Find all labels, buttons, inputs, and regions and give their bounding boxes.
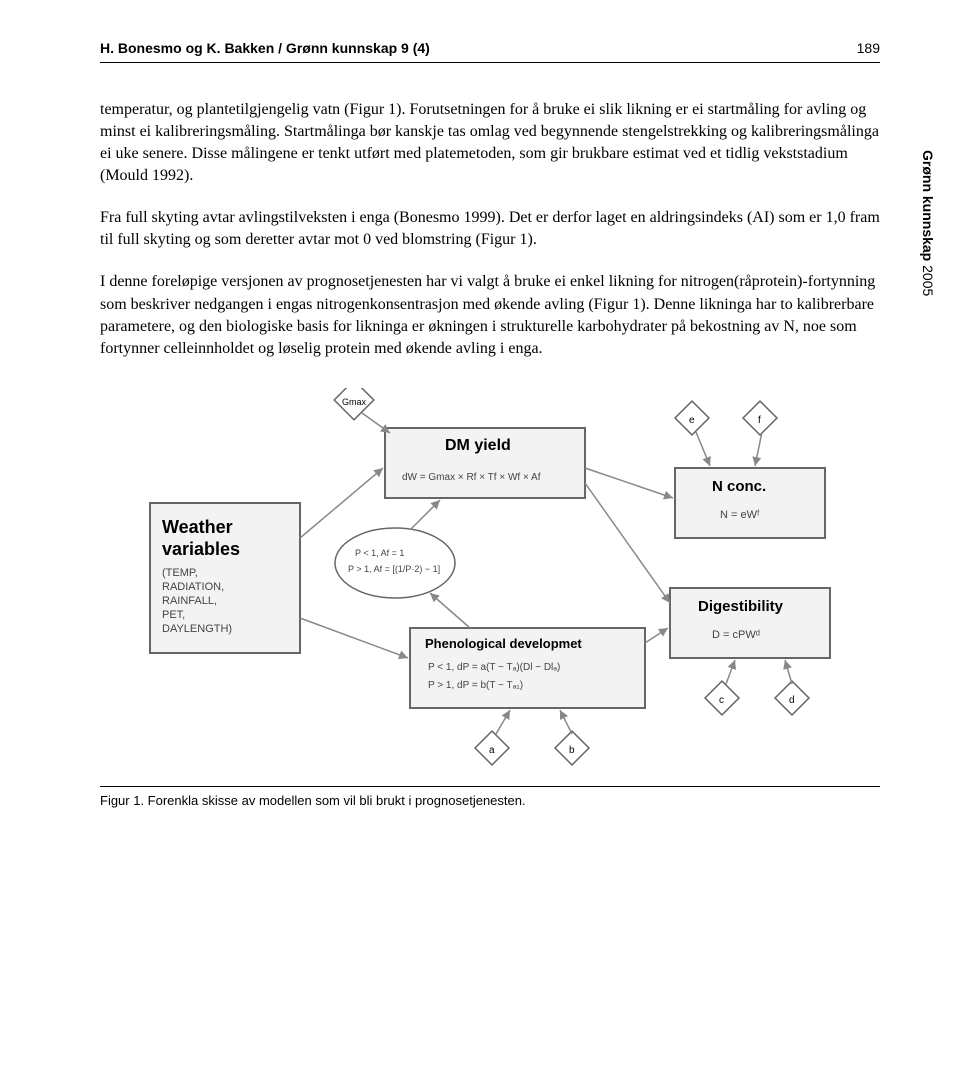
diamond-f-label: f bbox=[758, 415, 761, 426]
digest-title: Digestibility bbox=[698, 598, 784, 615]
dm-yield-title: DM yield bbox=[445, 437, 511, 454]
diamond-d: d bbox=[775, 681, 809, 715]
diamond-e-label: e bbox=[689, 415, 695, 426]
arrow-d-digest bbox=[785, 660, 792, 684]
nconc-eq: N = eWᶠ bbox=[720, 509, 760, 521]
model-diagram: Weather variables (TEMP, RADIATION, RAIN… bbox=[140, 388, 840, 768]
diamond-c: c bbox=[705, 681, 739, 715]
side-label-year: 2005 bbox=[920, 261, 936, 296]
pheno-title: Phenological developmet bbox=[425, 636, 582, 651]
nconc-title: N conc. bbox=[712, 478, 766, 495]
side-margin-label: Grønn kunnskap 2005 bbox=[920, 150, 936, 296]
figure-caption: Figur 1. Forenkla skisse av modellen som… bbox=[100, 786, 880, 808]
side-label-bold: Grønn kunnskap bbox=[920, 150, 936, 261]
diamond-a-label: a bbox=[489, 745, 495, 756]
paragraph-1: temperatur, og plantetilgjengelig vatn (… bbox=[100, 99, 880, 187]
page-number: 189 bbox=[857, 40, 880, 56]
arrow-weather-dm bbox=[300, 468, 383, 538]
pheno-eq1: P < 1, dP = a(T − Tₐ)(Dl − Dlₐ) bbox=[428, 662, 560, 673]
diamond-b-label: b bbox=[569, 745, 575, 756]
pheno-eq2: P > 1, dP = b(T − Tₐ₁) bbox=[428, 680, 523, 691]
ai-line1: P < 1, Af = 1 bbox=[355, 548, 404, 558]
weather-sub-3: RAINFALL, bbox=[162, 595, 217, 607]
paragraph-3: I denne foreløpige versjonen av prognose… bbox=[100, 271, 880, 359]
ai-ellipse bbox=[335, 528, 455, 598]
diamond-c-label: c bbox=[719, 695, 724, 706]
arrow-f-nconc bbox=[755, 432, 762, 466]
digest-eq: D = cPWᵈ bbox=[712, 629, 760, 641]
arrow-b-pheno bbox=[560, 710, 572, 734]
arrow-dm-digest bbox=[585, 483, 670, 603]
diamond-e: e bbox=[675, 401, 709, 435]
figure-1: Weather variables (TEMP, RADIATION, RAIN… bbox=[100, 388, 880, 768]
arrow-e-nconc bbox=[696, 432, 710, 466]
arrow-c-digest bbox=[726, 660, 735, 684]
diamond-gmax: Gmax bbox=[334, 388, 374, 420]
paragraph-2: Fra full skyting avtar avlingstilveksten… bbox=[100, 207, 880, 251]
arrow-pheno-digest bbox=[645, 628, 668, 643]
weather-sub-1: (TEMP, bbox=[162, 567, 198, 579]
arrow-dm-nconc bbox=[585, 468, 673, 498]
diamond-a: a bbox=[475, 731, 509, 765]
arrow-weather-pheno bbox=[300, 618, 408, 658]
weather-title-2: variables bbox=[162, 539, 240, 559]
diamond-b: b bbox=[555, 731, 589, 765]
body-text: temperatur, og plantetilgjengelig vatn (… bbox=[100, 99, 880, 360]
ai-line2: P > 1, Af = [(1/P·2) − 1] bbox=[348, 564, 440, 574]
diamond-d-label: d bbox=[789, 695, 795, 706]
arrow-gmax-dm bbox=[362, 413, 390, 433]
running-head: H. Bonesmo og K. Bakken / Grønn kunnskap… bbox=[100, 40, 880, 56]
weather-title-1: Weather bbox=[162, 517, 233, 537]
diamond-f: f bbox=[743, 401, 777, 435]
weather-sub-4: PET, bbox=[162, 609, 185, 621]
diamond-gmax-label: Gmax bbox=[342, 397, 367, 407]
arrow-pheno-ellipse bbox=[430, 593, 470, 628]
arrow-ellipse-dm bbox=[410, 500, 440, 530]
weather-sub-5: DAYLENGTH) bbox=[162, 623, 232, 635]
header-rule bbox=[100, 62, 880, 63]
arrow-a-pheno bbox=[496, 710, 510, 734]
weather-sub-2: RADIATION, bbox=[162, 581, 224, 593]
dm-yield-eq: dW = Gmax × Rf × Tf × Wf × Af bbox=[402, 472, 541, 483]
running-head-text: H. Bonesmo og K. Bakken / Grønn kunnskap… bbox=[100, 40, 430, 56]
